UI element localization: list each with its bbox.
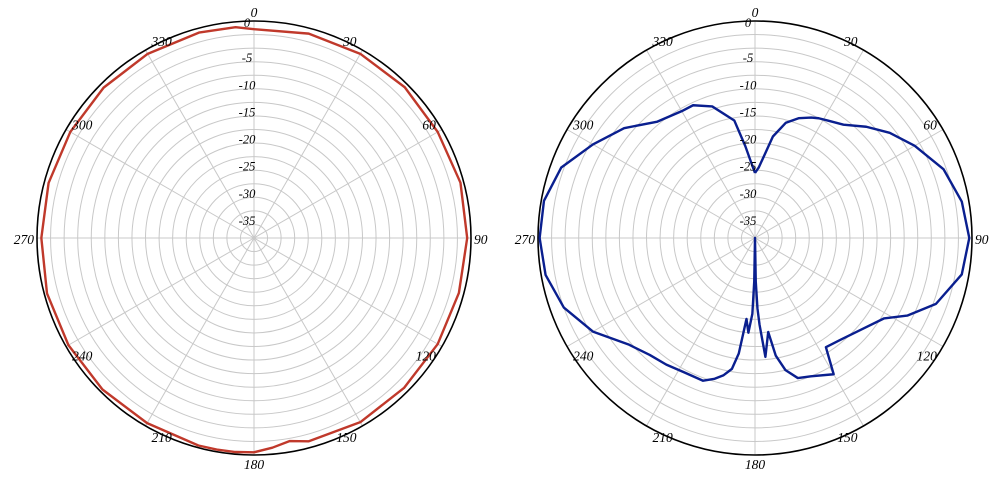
grid [37,21,471,455]
grid-spoke [145,237,255,427]
angle-tick-label: 0 [251,5,258,20]
angle-tick-label: 120 [917,349,938,364]
radial-tick-label: 0 [745,16,752,30]
left-polar-chart: 0 -5 -10 -15 -20 -25 -30 -35 0 30 60 90 120 150 180 210… [14,5,488,472]
radial-tick-label: -20 [239,133,256,147]
grid-spoke [646,237,756,427]
grid-spoke [253,237,443,347]
angle-tick-label: 60 [422,118,436,133]
angle-tick-label: 300 [572,118,594,133]
angle-tick-label: 90 [975,232,989,247]
angle-tick-label: 150 [336,430,357,445]
radial-tick-label: -30 [239,187,256,201]
grid-spoke [754,237,864,427]
angle-tick-label: 150 [837,430,858,445]
angle-tick-label: 210 [152,430,173,445]
angle-tick-label: 30 [342,34,357,49]
right-polar-chart: 0 -5 -10 -15 -20 -25 -30 -35 0 30 60 90 120 150 180 210… [515,5,989,472]
radial-tick-label: -25 [740,160,757,174]
grid-spoke [65,129,255,239]
angle-tick-label: 300 [71,118,93,133]
radial-tick-label: -35 [239,214,256,228]
radial-tick-label: -15 [740,105,757,119]
radial-tick-label: -5 [242,51,252,65]
angle-tick-label: 90 [474,232,488,247]
angle-tick-label: 330 [652,34,674,49]
angle-tick-label: 30 [843,34,858,49]
radial-tick-label: -35 [740,214,757,228]
grid-spoke [754,49,864,239]
angle-tick-label: 240 [72,349,93,364]
radial-tick-label: -5 [743,51,753,65]
radial-tick-label: -30 [740,187,757,201]
pattern-series-line [40,26,469,454]
angle-tick-label: 270 [14,232,35,247]
grid-spoke [646,49,756,239]
grid-spoke [65,237,255,347]
grid-spoke [754,129,944,239]
angle-tick-label: 270 [515,232,536,247]
grid-spoke [566,129,756,239]
grid-spoke [253,49,363,239]
pattern-series-line [538,104,971,382]
grid-spoke [253,129,443,239]
angle-tick-label: 0 [752,5,759,20]
angle-tick-label: 210 [653,430,674,445]
angle-tick-label: 60 [923,118,937,133]
grid-spoke [566,237,756,347]
radial-tick-label: -10 [740,78,757,92]
grid-spoke [754,237,944,347]
reference-circle [537,20,973,456]
angle-tick-label: 120 [416,349,437,364]
radial-tick-label: -10 [239,78,256,92]
radial-tick-label: -15 [239,105,256,119]
angle-tick-label: 330 [151,34,173,49]
angle-tick-label: 240 [573,349,594,364]
reference-circle [36,20,472,456]
grid-spoke [145,49,255,239]
grid-spoke [253,237,363,427]
radial-tick-label: -20 [740,133,757,147]
radial-tick-label: -25 [239,160,256,174]
angle-tick-label: 180 [745,457,766,472]
radial-tick-label: 0 [244,16,251,30]
angle-tick-label: 180 [244,457,265,472]
